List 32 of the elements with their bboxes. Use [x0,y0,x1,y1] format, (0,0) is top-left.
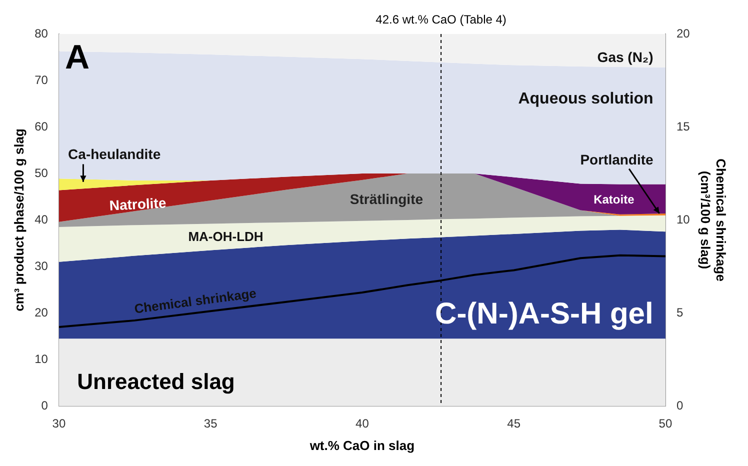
series-label: Unreacted slag [77,368,235,394]
y-tick-label: 60 [34,119,48,134]
series-label: Aqueous solution [518,90,654,108]
text: Portlandite [580,151,654,168]
y2-tick-label: 5 [676,305,684,320]
series-label: Gas (N₂) [597,49,654,66]
y-tick-label: 50 [34,166,48,180]
series-label: Strätlingite [350,190,424,207]
x-tick-label: 40 [356,416,370,431]
series-label: Katoite [594,192,635,206]
x-tick-label: 50 [658,416,672,431]
x-tick-label: 35 [204,416,218,431]
y-tick-label: 80 [34,26,48,40]
y-tick-label: 10 [34,352,48,366]
y-tick-label: 30 [34,258,48,273]
y2-tick-label: 10 [676,212,690,226]
y-tick-label: 0 [41,398,48,412]
y-axis-title: cm³ product phase/100 g slag [11,128,26,312]
y2-tick-label: 0 [676,398,684,412]
y2-tick-label: 15 [676,119,690,134]
series-label: Ca-heulandite [68,146,161,162]
y-tick-label: 40 [34,212,48,226]
annotation: A [64,38,90,76]
x-axis-title: wt.% CaO in slag [308,438,415,453]
y-tick-label: 20 [34,305,48,320]
y-tick-label: 70 [34,72,48,87]
ref-line-label: 42.6 wt.% CaO (Table 4) [376,12,506,26]
series-label: Natrolite [108,194,167,214]
y2-axis-title: Chemical shrinkage (cm³/100 g slag) [698,158,729,282]
x-tick-label: 30 [52,416,66,431]
x-tick-label: 45 [507,416,521,431]
y2-tick-label: 20 [676,26,690,40]
